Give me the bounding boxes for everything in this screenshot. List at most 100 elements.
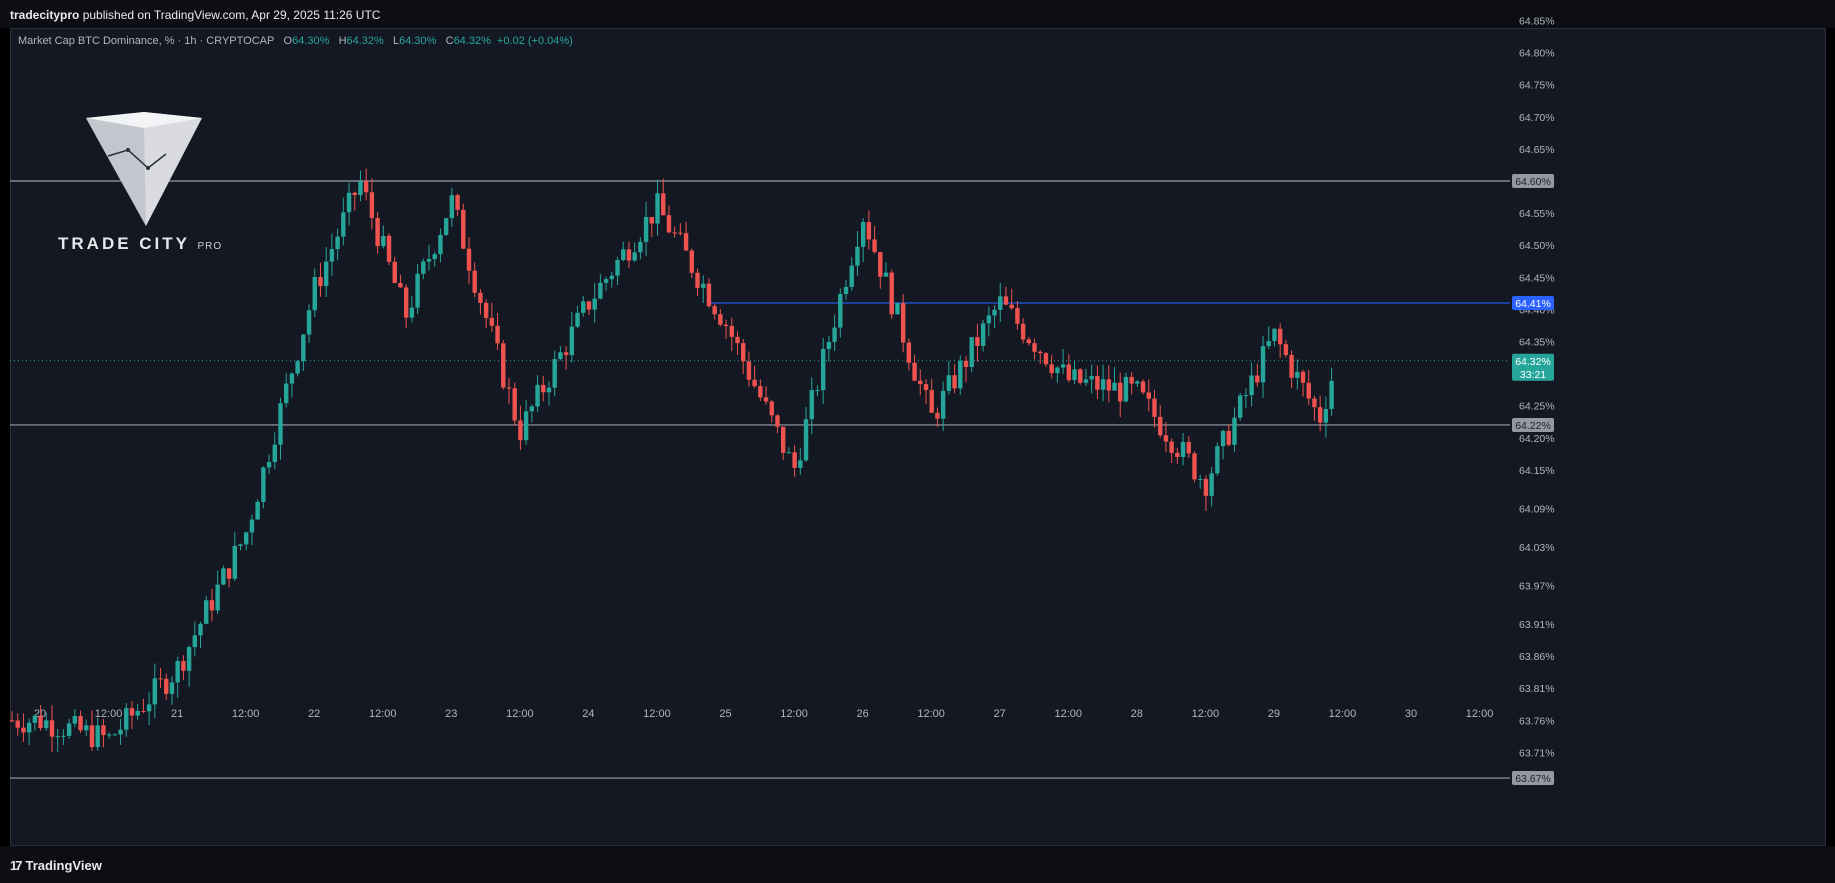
- candle[interactable]: [1078, 368, 1083, 385]
- candle[interactable]: [1026, 336, 1032, 346]
- candle[interactable]: [1312, 395, 1317, 421]
- candle[interactable]: [164, 673, 169, 700]
- candle[interactable]: [1306, 369, 1311, 406]
- candle[interactable]: [289, 372, 295, 398]
- candle[interactable]: [1255, 363, 1260, 387]
- candle[interactable]: [758, 379, 763, 401]
- candle[interactable]: [386, 233, 392, 266]
- candle[interactable]: [975, 323, 980, 362]
- candle[interactable]: [1203, 475, 1209, 512]
- candle[interactable]: [26, 718, 32, 745]
- candle[interactable]: [706, 278, 712, 308]
- candle[interactable]: [1283, 339, 1289, 358]
- candle[interactable]: [244, 531, 249, 551]
- candle[interactable]: [209, 588, 215, 622]
- candle[interactable]: [221, 565, 226, 586]
- candle[interactable]: [918, 369, 923, 396]
- candle[interactable]: [472, 262, 477, 298]
- candle[interactable]: [1129, 372, 1134, 395]
- candle[interactable]: [506, 378, 512, 404]
- candle[interactable]: [466, 236, 472, 285]
- candle[interactable]: [792, 445, 797, 477]
- candle[interactable]: [615, 256, 620, 286]
- candle[interactable]: [84, 719, 89, 736]
- candle[interactable]: [712, 303, 717, 320]
- candle[interactable]: [426, 244, 432, 271]
- candle[interactable]: [820, 337, 826, 404]
- candle[interactable]: [301, 333, 306, 371]
- candlestick-chart[interactable]: 64.85% 64.80% 64.75% 64.70% 64.65% 64.60% 64.5…: [0, 0, 1835, 846]
- candle[interactable]: [860, 218, 866, 262]
- candle[interactable]: [512, 382, 517, 426]
- candle[interactable]: [1003, 286, 1009, 306]
- candle[interactable]: [329, 233, 335, 276]
- candle[interactable]: [1317, 395, 1323, 432]
- candle[interactable]: [169, 676, 175, 705]
- candle[interactable]: [643, 201, 649, 256]
- candle[interactable]: [1066, 354, 1072, 383]
- candle[interactable]: [249, 514, 255, 546]
- candle[interactable]: [1163, 422, 1169, 453]
- candle[interactable]: [1123, 372, 1129, 403]
- candle[interactable]: [838, 288, 843, 338]
- candle[interactable]: [935, 407, 940, 427]
- candle[interactable]: [563, 346, 569, 370]
- candle[interactable]: [546, 381, 552, 406]
- candle[interactable]: [798, 447, 803, 475]
- candle[interactable]: [569, 311, 575, 363]
- candle[interactable]: [1152, 390, 1157, 428]
- candle[interactable]: [832, 314, 837, 352]
- candle[interactable]: [15, 713, 20, 736]
- candle[interactable]: [78, 710, 83, 733]
- candle[interactable]: [1175, 447, 1180, 464]
- candle[interactable]: [815, 385, 820, 397]
- candle[interactable]: [786, 447, 792, 454]
- candle[interactable]: [963, 355, 969, 382]
- candle[interactable]: [1009, 288, 1014, 310]
- candle[interactable]: [529, 404, 535, 423]
- candle[interactable]: [278, 397, 283, 460]
- candle[interactable]: [1049, 354, 1054, 379]
- candle[interactable]: [1186, 436, 1191, 459]
- candle[interactable]: [735, 331, 740, 355]
- candle[interactable]: [409, 295, 415, 323]
- candle[interactable]: [49, 705, 55, 753]
- candle[interactable]: [958, 355, 963, 395]
- candle[interactable]: [1300, 369, 1306, 397]
- candle[interactable]: [152, 663, 158, 719]
- candle[interactable]: [1060, 349, 1066, 374]
- candle[interactable]: [518, 405, 523, 451]
- candle[interactable]: [95, 717, 100, 751]
- candle[interactable]: [980, 320, 986, 352]
- candle[interactable]: [501, 339, 506, 390]
- candle[interactable]: [455, 193, 460, 217]
- candle[interactable]: [358, 170, 363, 202]
- candle[interactable]: [1232, 407, 1237, 452]
- candle[interactable]: [461, 203, 466, 250]
- candle[interactable]: [443, 217, 449, 236]
- candle[interactable]: [1020, 317, 1026, 344]
- candle[interactable]: [9, 711, 15, 723]
- candle[interactable]: [729, 317, 734, 352]
- candle[interactable]: [746, 351, 752, 387]
- candle[interactable]: [803, 406, 809, 462]
- candle[interactable]: [895, 302, 900, 315]
- candle[interactable]: [89, 710, 95, 751]
- candle[interactable]: [718, 308, 723, 327]
- candle[interactable]: [752, 365, 757, 388]
- candle[interactable]: [763, 386, 769, 405]
- candle[interactable]: [598, 274, 603, 300]
- candle[interactable]: [1032, 338, 1037, 360]
- candle[interactable]: [603, 276, 609, 291]
- candle[interactable]: [701, 275, 706, 303]
- candle[interactable]: [986, 306, 992, 337]
- candle[interactable]: [535, 375, 540, 412]
- candle[interactable]: [129, 701, 135, 729]
- candle[interactable]: [843, 279, 849, 301]
- candle[interactable]: [118, 718, 123, 745]
- candle[interactable]: [878, 251, 883, 289]
- candle[interactable]: [1095, 365, 1100, 399]
- candle[interactable]: [575, 305, 580, 329]
- candle[interactable]: [318, 262, 323, 297]
- candle[interactable]: [661, 178, 666, 216]
